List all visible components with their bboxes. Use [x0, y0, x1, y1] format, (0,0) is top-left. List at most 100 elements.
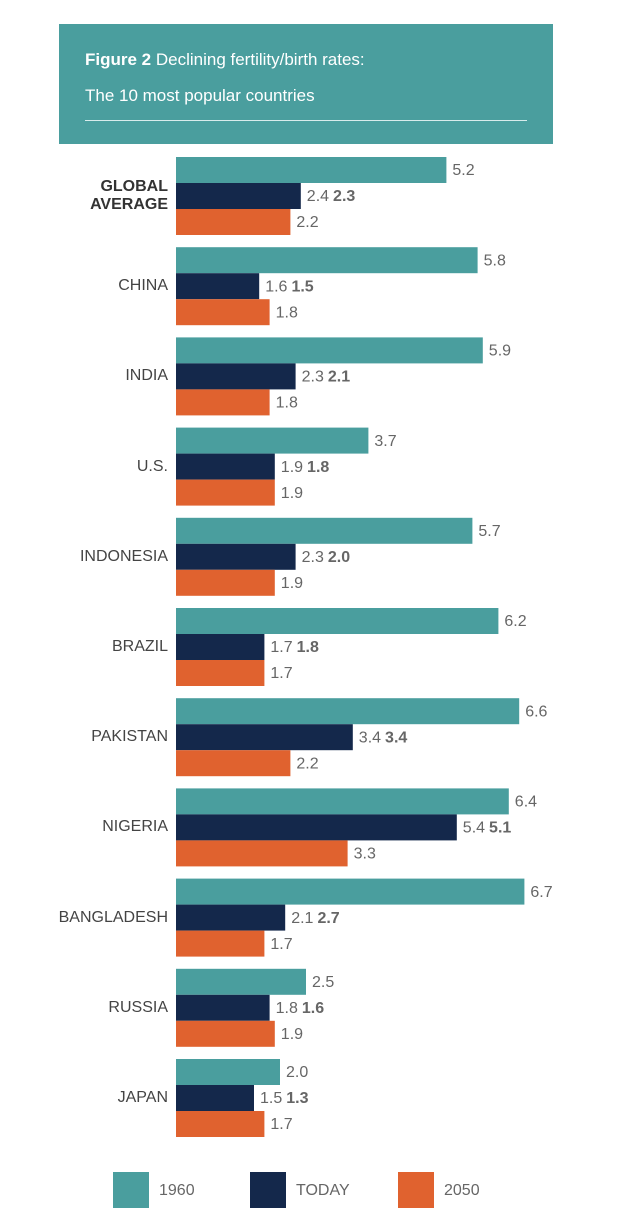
value-label: 1.5: [260, 1090, 282, 1107]
legend-label: 1960: [159, 1182, 195, 1199]
value-label: 1.9: [281, 485, 303, 502]
value-label: 3.7: [374, 433, 396, 450]
bold-value-label: 1.8: [297, 639, 319, 656]
subtitle: The 10 most popular countries: [85, 86, 315, 105]
value-label: 2.3: [302, 369, 324, 386]
value-label: 5.7: [478, 523, 500, 540]
category-label: JAPAN: [117, 1089, 168, 1106]
value-label: 2.0: [286, 1064, 308, 1081]
value-label: 6.4: [515, 794, 537, 811]
bar: [176, 209, 291, 235]
value-label: 1.8: [276, 1000, 298, 1017]
title-rest: Declining fertility/birth rates:: [155, 50, 365, 69]
value-label: 1.9: [281, 1026, 303, 1043]
value-label: 1.7: [270, 1116, 292, 1133]
bold-value-label: 1.3: [286, 1090, 308, 1107]
legend-label: TODAY: [296, 1182, 350, 1199]
bold-value-label: 2.3: [333, 188, 355, 205]
value-label: 1.9: [281, 575, 303, 592]
bar: [176, 840, 348, 867]
category-label: CHINA: [118, 277, 168, 295]
bar: [176, 750, 291, 777]
category-label: BANGLADESH: [58, 908, 168, 926]
value-label: 1.8: [276, 304, 298, 321]
title-line: Figure 2 Declining fertility/birth rates…: [85, 50, 365, 70]
bar: [176, 1111, 265, 1137]
value-label: 2.4: [307, 188, 329, 205]
legend-label: 2050: [444, 1182, 480, 1199]
bar: [176, 299, 270, 326]
bar: [176, 453, 275, 480]
value-label: 6.2: [504, 613, 526, 630]
bold-value-label: 2.0: [328, 549, 350, 566]
bar: [176, 878, 525, 905]
category-label: RUSSIA: [108, 998, 168, 1016]
bold-value-label: 1.6: [302, 1000, 324, 1017]
category-label: INDONESIA: [79, 547, 168, 565]
value-label: 1.9: [281, 459, 303, 476]
value-label: 1.7: [270, 665, 292, 682]
category-label: U.S.: [136, 457, 168, 475]
bar: [176, 1020, 275, 1047]
bar: [176, 904, 286, 931]
bar: [176, 788, 509, 815]
value-label: 2.5: [312, 974, 334, 991]
value-label: 5.4: [463, 820, 485, 837]
bar: [176, 157, 447, 183]
value-label: 5.2: [452, 162, 474, 179]
value-label: 1.8: [276, 395, 298, 412]
value-label: 1.6: [265, 278, 287, 295]
bar: [176, 814, 457, 841]
bar: [176, 660, 265, 686]
value-label: 2.3: [302, 549, 324, 566]
bar: [176, 427, 369, 454]
bold-value-label: 1.5: [291, 278, 313, 295]
bar: [176, 543, 296, 570]
legend-swatch: [250, 1172, 286, 1208]
bold-value-label: 5.1: [489, 820, 511, 837]
bar: [176, 363, 296, 390]
bar: [176, 930, 265, 957]
bar: [176, 389, 270, 416]
value-label: 1.7: [270, 936, 292, 953]
chart-title: Figure 2: [85, 50, 152, 69]
bold-value-label: 1.8: [307, 459, 329, 476]
value-label: 2.2: [296, 755, 318, 772]
bar: [176, 273, 260, 300]
bar: [176, 1059, 280, 1085]
value-label: 5.9: [489, 343, 511, 360]
legend-swatch: [113, 1172, 149, 1208]
category-label: BRAZIL: [111, 638, 168, 655]
bar: [176, 247, 478, 274]
bar: [176, 608, 499, 634]
value-label: 3.4: [359, 729, 381, 746]
bar: [176, 517, 473, 544]
header: Figure 2 Declining fertility/birth rates…: [59, 24, 553, 144]
value-label: 1.7: [270, 639, 292, 656]
bar: [176, 1085, 254, 1111]
header-rule: [85, 120, 527, 121]
bar: [176, 968, 306, 995]
bar: [176, 698, 520, 725]
legend-swatch: [398, 1172, 434, 1208]
category-label: INDIA: [125, 367, 168, 385]
bar: [176, 479, 275, 506]
bar: [176, 569, 275, 596]
category-label: NIGERIA: [102, 818, 168, 836]
bar: [176, 337, 483, 364]
value-label: 5.8: [484, 252, 506, 269]
bold-value-label: 2.7: [317, 910, 339, 927]
value-label: 6.6: [525, 703, 547, 720]
bar: [176, 183, 301, 209]
category-label: PAKISTAN: [91, 728, 168, 746]
category-label: GLOBAL AVERAGE: [90, 178, 168, 213]
bar: [176, 994, 270, 1021]
bar: [176, 724, 353, 751]
bold-value-label: 2.1: [328, 369, 350, 386]
value-label: 2.2: [296, 214, 318, 231]
bold-value-label: 3.4: [385, 729, 407, 746]
value-label: 2.1: [291, 910, 313, 927]
value-label: 3.3: [354, 846, 376, 863]
